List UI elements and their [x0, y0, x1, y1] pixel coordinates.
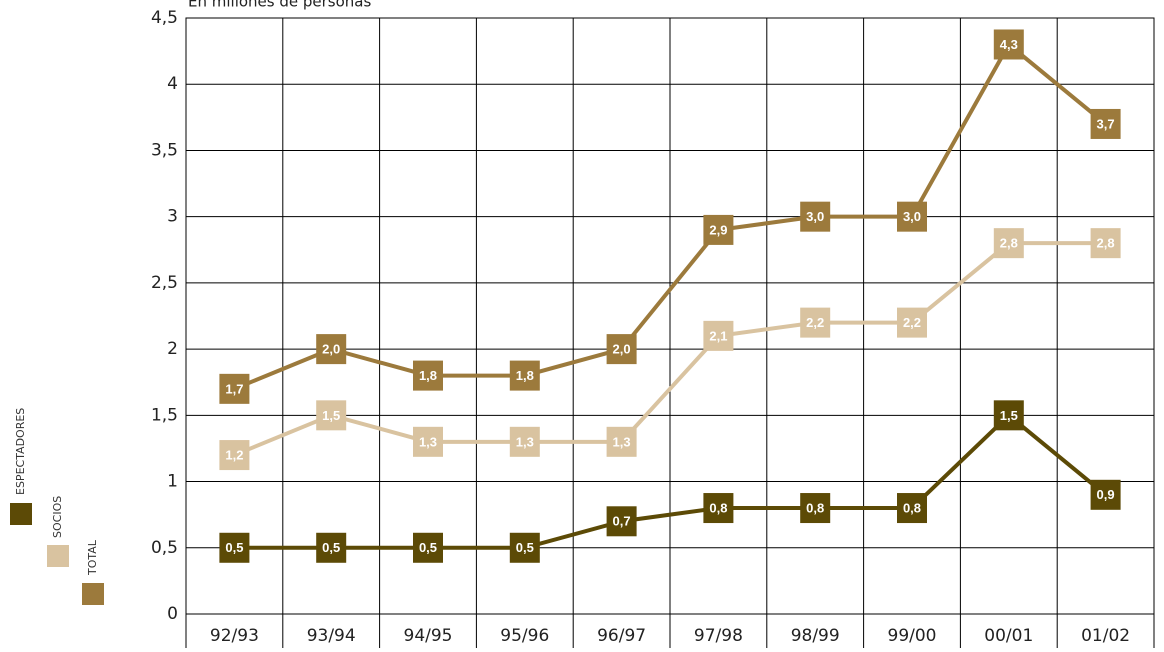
data-label: 2,8: [1000, 236, 1018, 251]
series-line: [233, 41, 1107, 391]
point-marker: [606, 426, 637, 457]
data-label: 1,3: [516, 434, 534, 449]
y-tick-label: 0: [167, 604, 178, 624]
point-marker: [509, 532, 540, 563]
point-marker: [993, 228, 1024, 259]
data-label: 1,5: [1000, 408, 1018, 423]
legend-swatch: [10, 503, 32, 525]
y-tick-label: 2,5: [151, 273, 178, 293]
x-tick-label: 94/95: [404, 626, 453, 646]
y-tick-label: 1,5: [151, 405, 178, 425]
y-tick-label: 0,5: [151, 538, 178, 558]
data-label: 3,0: [806, 209, 824, 224]
data-label: 2,0: [322, 342, 340, 357]
point-marker: [993, 29, 1024, 60]
point-marker: [703, 493, 734, 524]
point-marker: [993, 400, 1024, 431]
point-marker: [316, 334, 347, 365]
x-tick-label: 96/97: [597, 626, 646, 646]
x-tick-label: 97/98: [694, 626, 743, 646]
legend-label: TOTAL: [86, 539, 99, 576]
point-marker: [316, 532, 347, 563]
data-label: 1,7: [225, 381, 243, 396]
y-tick-label: 3,5: [151, 140, 178, 160]
point-marker: [1090, 228, 1121, 259]
data-label: 1,8: [419, 368, 437, 383]
point-marker: [316, 400, 347, 431]
y-tick-label: 2: [167, 339, 178, 359]
point-marker: [897, 307, 927, 338]
point-marker: [606, 334, 637, 365]
data-label: 4,3: [1000, 37, 1018, 52]
point-marker: [1090, 108, 1121, 139]
data-label: 0,5: [322, 540, 340, 555]
x-tick-label: 93/94: [307, 626, 356, 646]
y-tick-label: 1: [167, 472, 178, 492]
data-label: 2,2: [903, 315, 921, 330]
data-label: 0,8: [709, 500, 727, 515]
point-marker: [1090, 479, 1121, 510]
point-marker: [413, 360, 443, 391]
y-tick-label: 4,5: [151, 8, 178, 28]
data-label: 2,9: [709, 222, 727, 237]
point-marker: [219, 440, 250, 471]
legend-swatch: [47, 545, 69, 567]
point-marker: [606, 506, 637, 537]
point-marker: [413, 426, 443, 457]
data-label: 2,2: [806, 315, 824, 330]
series-line: [233, 241, 1106, 457]
chart-subtitle: En millones de personas: [188, 0, 371, 11]
x-tick-label: 98/99: [791, 626, 840, 646]
point-marker: [897, 201, 927, 232]
y-tick-label: 4: [167, 74, 178, 94]
x-tick-label: 95/96: [500, 626, 549, 646]
legend-label: ESPECTADORES: [14, 408, 27, 495]
data-label: 0,5: [516, 540, 534, 555]
point-marker: [219, 532, 250, 563]
x-tick-label: 92/93: [210, 626, 259, 646]
data-label: 0,9: [1097, 487, 1115, 502]
data-label: 3,7: [1097, 116, 1115, 131]
y-tick-label: 3: [167, 207, 178, 227]
data-label: 1,3: [613, 434, 631, 449]
point-marker: [800, 201, 831, 232]
data-label: 0,8: [806, 500, 824, 515]
x-tick-label: 99/00: [888, 626, 937, 646]
point-marker: [219, 373, 250, 404]
data-label: 2,8: [1097, 236, 1115, 251]
data-label: 0,5: [419, 540, 437, 555]
data-label: 0,7: [613, 514, 631, 529]
data-label: 0,8: [903, 500, 921, 515]
x-tick-label: 00/01: [984, 626, 1033, 646]
point-marker: [509, 360, 540, 391]
point-marker: [509, 426, 540, 457]
data-label: 2,1: [709, 328, 727, 343]
data-label: 0,5: [225, 540, 243, 555]
data-label: 3,0: [903, 209, 921, 224]
point-marker: [800, 307, 831, 338]
data-label: 1,8: [516, 368, 534, 383]
data-label: 1,5: [322, 408, 340, 423]
point-marker: [800, 493, 831, 524]
legend-swatch: [82, 583, 104, 605]
point-marker: [897, 493, 927, 524]
x-tick-label: 01/02: [1081, 626, 1130, 646]
data-label: 2,0: [613, 342, 631, 357]
series-line: [234, 412, 1107, 550]
point-marker: [413, 532, 443, 563]
data-label: 1,3: [419, 434, 437, 449]
legend-label: SOCIOS: [51, 496, 64, 538]
point-marker: [703, 214, 734, 245]
point-marker: [703, 320, 734, 351]
data-label: 1,2: [225, 448, 243, 463]
